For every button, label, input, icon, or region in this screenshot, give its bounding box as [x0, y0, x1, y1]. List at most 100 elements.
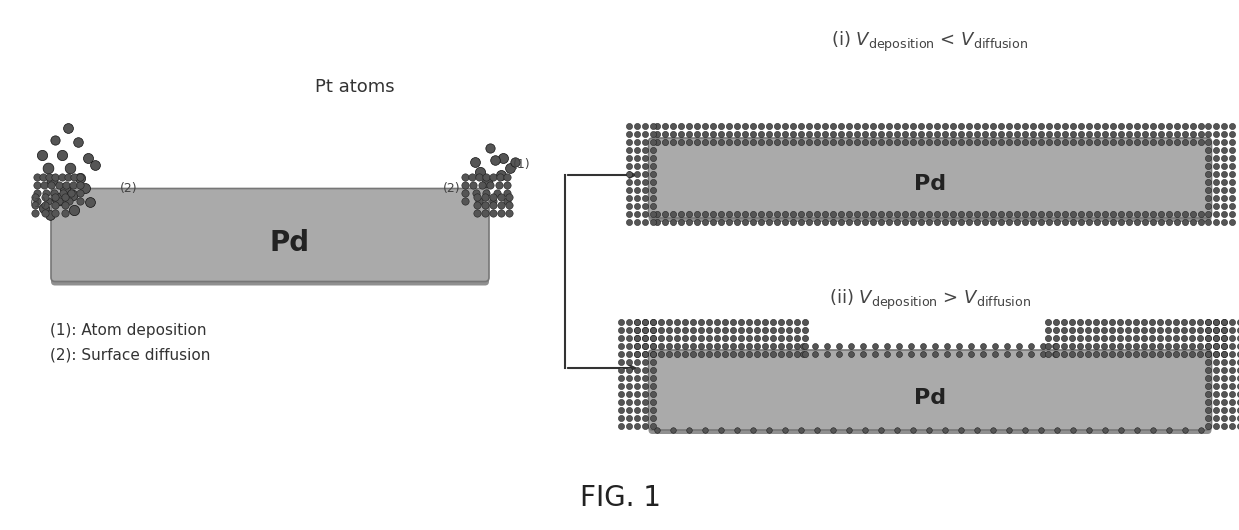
- Point: [479, 144, 499, 152]
- Point: [918, 426, 938, 434]
- Point: [643, 194, 663, 202]
- Point: [627, 202, 647, 210]
- Point: [1038, 210, 1058, 218]
- Point: [611, 358, 631, 366]
- Point: [643, 398, 663, 406]
- Point: [455, 180, 475, 189]
- Point: [855, 122, 875, 130]
- Point: [643, 326, 663, 334]
- Point: [985, 342, 1005, 350]
- Point: [1142, 138, 1162, 146]
- Point: [618, 186, 638, 194]
- Point: [959, 218, 979, 226]
- Point: [1031, 122, 1051, 130]
- Point: [878, 122, 898, 130]
- Point: [1158, 138, 1178, 146]
- Point: [481, 180, 501, 189]
- Point: [1166, 318, 1186, 326]
- Point: [1213, 170, 1233, 178]
- Point: [793, 350, 813, 358]
- Point: [59, 164, 79, 172]
- Point: [1110, 218, 1130, 226]
- Point: [1222, 130, 1239, 138]
- Point: [45, 188, 64, 197]
- Point: [654, 138, 674, 146]
- Point: [679, 138, 699, 146]
- Point: [751, 210, 771, 218]
- Point: [470, 172, 489, 181]
- Point: [643, 202, 663, 210]
- Point: [1229, 414, 1239, 422]
- Point: [924, 342, 944, 350]
- Point: [758, 218, 778, 226]
- Point: [1191, 210, 1211, 218]
- Point: [618, 350, 638, 358]
- Point: [674, 334, 694, 342]
- Point: [1222, 122, 1239, 130]
- Point: [738, 350, 758, 358]
- Point: [1015, 122, 1035, 130]
- Point: [918, 122, 938, 130]
- Point: [1087, 122, 1106, 130]
- Point: [483, 196, 503, 205]
- Point: [927, 210, 947, 218]
- Point: [634, 358, 654, 366]
- Point: [643, 358, 663, 366]
- Point: [735, 138, 755, 146]
- Point: [643, 350, 663, 358]
- Point: [1021, 342, 1041, 350]
- Point: [499, 192, 519, 201]
- Point: [731, 342, 751, 350]
- Point: [1110, 326, 1130, 334]
- Point: [627, 194, 647, 202]
- Point: [1206, 358, 1225, 366]
- Point: [1047, 122, 1067, 130]
- Point: [25, 192, 45, 201]
- Point: [643, 334, 663, 342]
- Point: [46, 172, 66, 181]
- Point: [1222, 350, 1239, 358]
- Point: [506, 158, 525, 166]
- Point: [1094, 326, 1114, 334]
- Point: [1198, 350, 1218, 358]
- Point: [855, 210, 875, 218]
- Point: [1070, 122, 1090, 130]
- Point: [887, 210, 907, 218]
- Point: [790, 130, 810, 138]
- Point: [865, 342, 885, 350]
- Point: [943, 130, 963, 138]
- Point: [758, 122, 778, 130]
- Point: [690, 342, 710, 350]
- Point: [483, 208, 503, 217]
- Text: (2): (2): [444, 182, 461, 195]
- Point: [647, 138, 667, 146]
- Point: [950, 122, 970, 130]
- Point: [643, 422, 663, 430]
- Point: [1079, 138, 1099, 146]
- Point: [1206, 326, 1225, 334]
- Point: [1031, 210, 1051, 218]
- Point: [1118, 342, 1137, 350]
- Point: [755, 350, 774, 358]
- Point: [1031, 218, 1051, 226]
- Point: [1015, 218, 1035, 226]
- Point: [674, 342, 694, 350]
- Text: (ii) $\mathit{V}_{\mathrm{deposition}}$ > $\mathit{V}_{\mathrm{diffusion}}$: (ii) $\mathit{V}_{\mathrm{deposition}}$ …: [829, 288, 1031, 312]
- Point: [1094, 426, 1114, 434]
- FancyBboxPatch shape: [51, 231, 489, 286]
- Point: [1229, 390, 1239, 398]
- Point: [1150, 334, 1170, 342]
- Point: [627, 358, 647, 366]
- Point: [1094, 342, 1114, 350]
- Point: [1213, 138, 1233, 146]
- Point: [643, 210, 663, 218]
- Point: [643, 342, 663, 350]
- Point: [1206, 170, 1225, 178]
- Point: [855, 138, 875, 146]
- Point: [1062, 326, 1082, 334]
- Point: [643, 366, 663, 374]
- Point: [771, 326, 790, 334]
- Point: [627, 334, 647, 342]
- Point: [634, 178, 654, 186]
- Point: [706, 342, 726, 350]
